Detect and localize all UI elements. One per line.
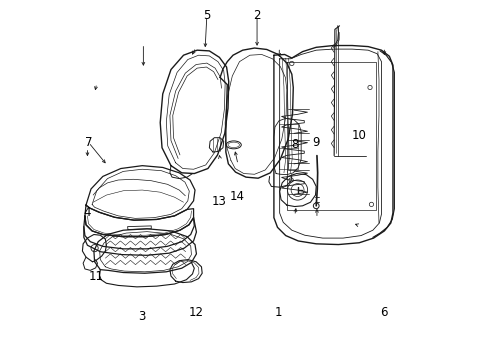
Text: 14: 14 [229, 190, 244, 203]
Text: 9: 9 [312, 136, 319, 149]
Text: 5: 5 [203, 9, 210, 22]
Text: 7: 7 [84, 136, 92, 149]
Text: 12: 12 [188, 306, 203, 319]
Text: 4: 4 [83, 206, 90, 219]
Text: 2: 2 [253, 9, 260, 22]
Text: 6: 6 [380, 306, 387, 319]
Text: 1: 1 [274, 306, 282, 319]
Text: 8: 8 [290, 138, 298, 150]
Text: 13: 13 [211, 195, 226, 208]
Text: 11: 11 [88, 270, 103, 283]
Text: 10: 10 [351, 129, 366, 142]
Text: 3: 3 [138, 310, 146, 323]
